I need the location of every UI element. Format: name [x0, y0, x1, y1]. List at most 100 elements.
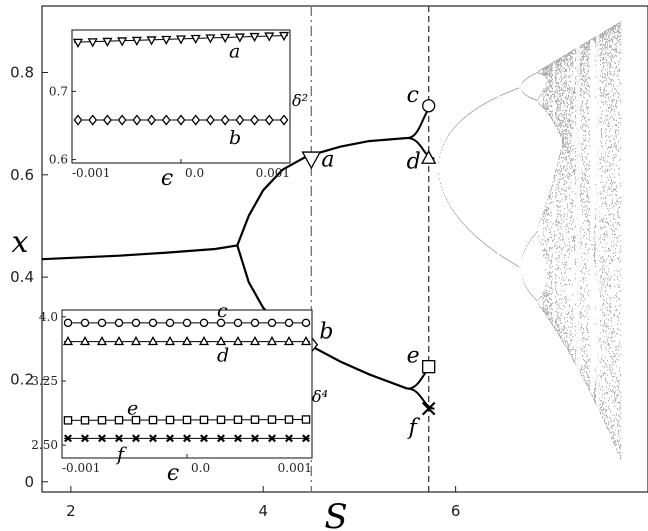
- y-tick-label: 0.4: [10, 268, 34, 286]
- inset-marker-a: [278, 31, 290, 42]
- inset-marker-e: [199, 415, 209, 425]
- inset-marker-a: [175, 35, 187, 45]
- inset-marker-e: [233, 415, 243, 424]
- inset-marker-f: [132, 434, 140, 443]
- inset-marker-a: [87, 38, 98, 48]
- inset-marker-b: [176, 114, 186, 126]
- inset-marker-f: [302, 434, 310, 443]
- inset-marker-c: [114, 318, 124, 328]
- inset-marker-d: [232, 335, 244, 346]
- inset-marker-d: [96, 335, 108, 346]
- inset-x-tick-label: 0.001: [278, 461, 312, 475]
- point-label-c: c: [407, 83, 419, 108]
- inset-x-tick-label: -0.001: [62, 461, 100, 475]
- inset-marker-c: [165, 318, 175, 328]
- inset-marker-c: [233, 318, 243, 328]
- inset-y-label: δ⁴: [312, 387, 328, 406]
- inset-marker-b: [147, 114, 157, 126]
- inset-marker-e: [131, 415, 141, 425]
- inset-frame: [71, 29, 291, 164]
- inset-marker-a: [264, 32, 275, 42]
- chaotic-region: [438, 21, 622, 460]
- inset-series-label-f: f: [115, 443, 127, 465]
- inset-marker-f: [98, 434, 106, 443]
- branch-period1: [42, 244, 238, 261]
- y-tick-label: 0.6: [10, 166, 34, 184]
- point-label-a: a: [321, 147, 334, 172]
- inset-marker-d: [198, 335, 210, 346]
- inset-marker-b: [88, 114, 98, 126]
- inset-marker-c: [216, 318, 226, 328]
- inset-x-tick-label: 0.0: [185, 166, 204, 180]
- inset-marker-b: [117, 114, 127, 126]
- inset-marker-b: [279, 114, 289, 126]
- point-d: [420, 149, 437, 164]
- inset-marker-b: [250, 114, 260, 126]
- inset-marker-a: [102, 37, 113, 47]
- inset-marker-d: [79, 335, 91, 346]
- inset-x-tick-label: -0.001: [72, 166, 110, 180]
- inset-marker-d: [147, 335, 159, 346]
- inset-marker-f: [166, 434, 174, 443]
- inset-marker-a: [146, 36, 157, 46]
- inset-x-tick-label: 0.0: [191, 461, 210, 475]
- inset-marker-f: [251, 434, 259, 443]
- window-0: [497, 21, 500, 446]
- y-tick-label: 0.8: [10, 64, 34, 82]
- inset-series-label-d: d: [217, 345, 229, 367]
- inset-marker-d: [62, 335, 74, 346]
- inset-y-tick-label: 0.7: [49, 84, 68, 98]
- inset-x-label: ϵ: [161, 166, 173, 191]
- inset-marker-d: [249, 335, 261, 346]
- inset-marker-c: [182, 318, 192, 328]
- inset-marker-a: [72, 38, 84, 48]
- inset-series-label-b: b: [229, 127, 241, 149]
- inset-marker-b: [73, 114, 83, 126]
- inset-marker-d: [300, 335, 312, 346]
- inset-marker-b: [191, 114, 201, 126]
- inset-marker-d: [181, 335, 193, 346]
- window-3: [596, 21, 600, 446]
- inset-x-label: ϵ: [167, 461, 179, 486]
- inset-y-tick-label: 4.0: [39, 310, 58, 324]
- inset-marker-f: [64, 434, 72, 443]
- inset-marker-d: [215, 335, 227, 346]
- point-e: [422, 360, 436, 374]
- inset-marker-e: [301, 415, 311, 424]
- inset-marker-f: [285, 434, 293, 443]
- inset-marker-a: [161, 35, 172, 46]
- inset-y-tick-label: 3.25: [31, 374, 58, 388]
- y-tick-label: 0: [24, 473, 34, 491]
- point-c: [422, 99, 436, 113]
- point-a: [301, 151, 322, 170]
- inset-series-label-c: c: [217, 300, 228, 322]
- inset-marker-c: [131, 318, 141, 328]
- x-tick-label: 2: [66, 502, 76, 520]
- inset-y-tick-label: 0.6: [49, 153, 68, 167]
- y-tick-label: 0.2: [10, 370, 34, 388]
- point-f: [421, 401, 436, 416]
- branch-upper: [236, 136, 408, 246]
- inset-marker-e: [165, 415, 175, 425]
- inset-marker-c: [148, 318, 158, 328]
- inset-marker-c: [97, 318, 107, 328]
- window-1: [519, 21, 522, 446]
- inset-marker-d: [266, 335, 278, 346]
- inset-marker-c: [80, 318, 90, 328]
- inset-marker-e: [182, 415, 192, 425]
- inset-marker-b: [264, 114, 274, 126]
- window-2: [576, 21, 580, 446]
- inset-delta4: -0.001 0.0 0.001 ϵ 2.50 3.25 4.0 δ⁴ c d e f: [31, 300, 328, 486]
- y-axis-label: x: [12, 225, 29, 260]
- inset-y-tick-label: 2.50: [31, 438, 58, 452]
- inset-marker-a: [190, 34, 201, 45]
- inset-marker-e: [114, 415, 124, 425]
- inset-marker-b: [220, 114, 230, 126]
- inset-marker-c: [63, 318, 73, 328]
- x-tick-label: 4: [258, 502, 268, 520]
- inset-marker-a: [117, 37, 128, 47]
- inset-marker-e: [284, 415, 294, 424]
- inset-marker-c: [250, 318, 260, 328]
- inset-marker-c: [301, 318, 311, 328]
